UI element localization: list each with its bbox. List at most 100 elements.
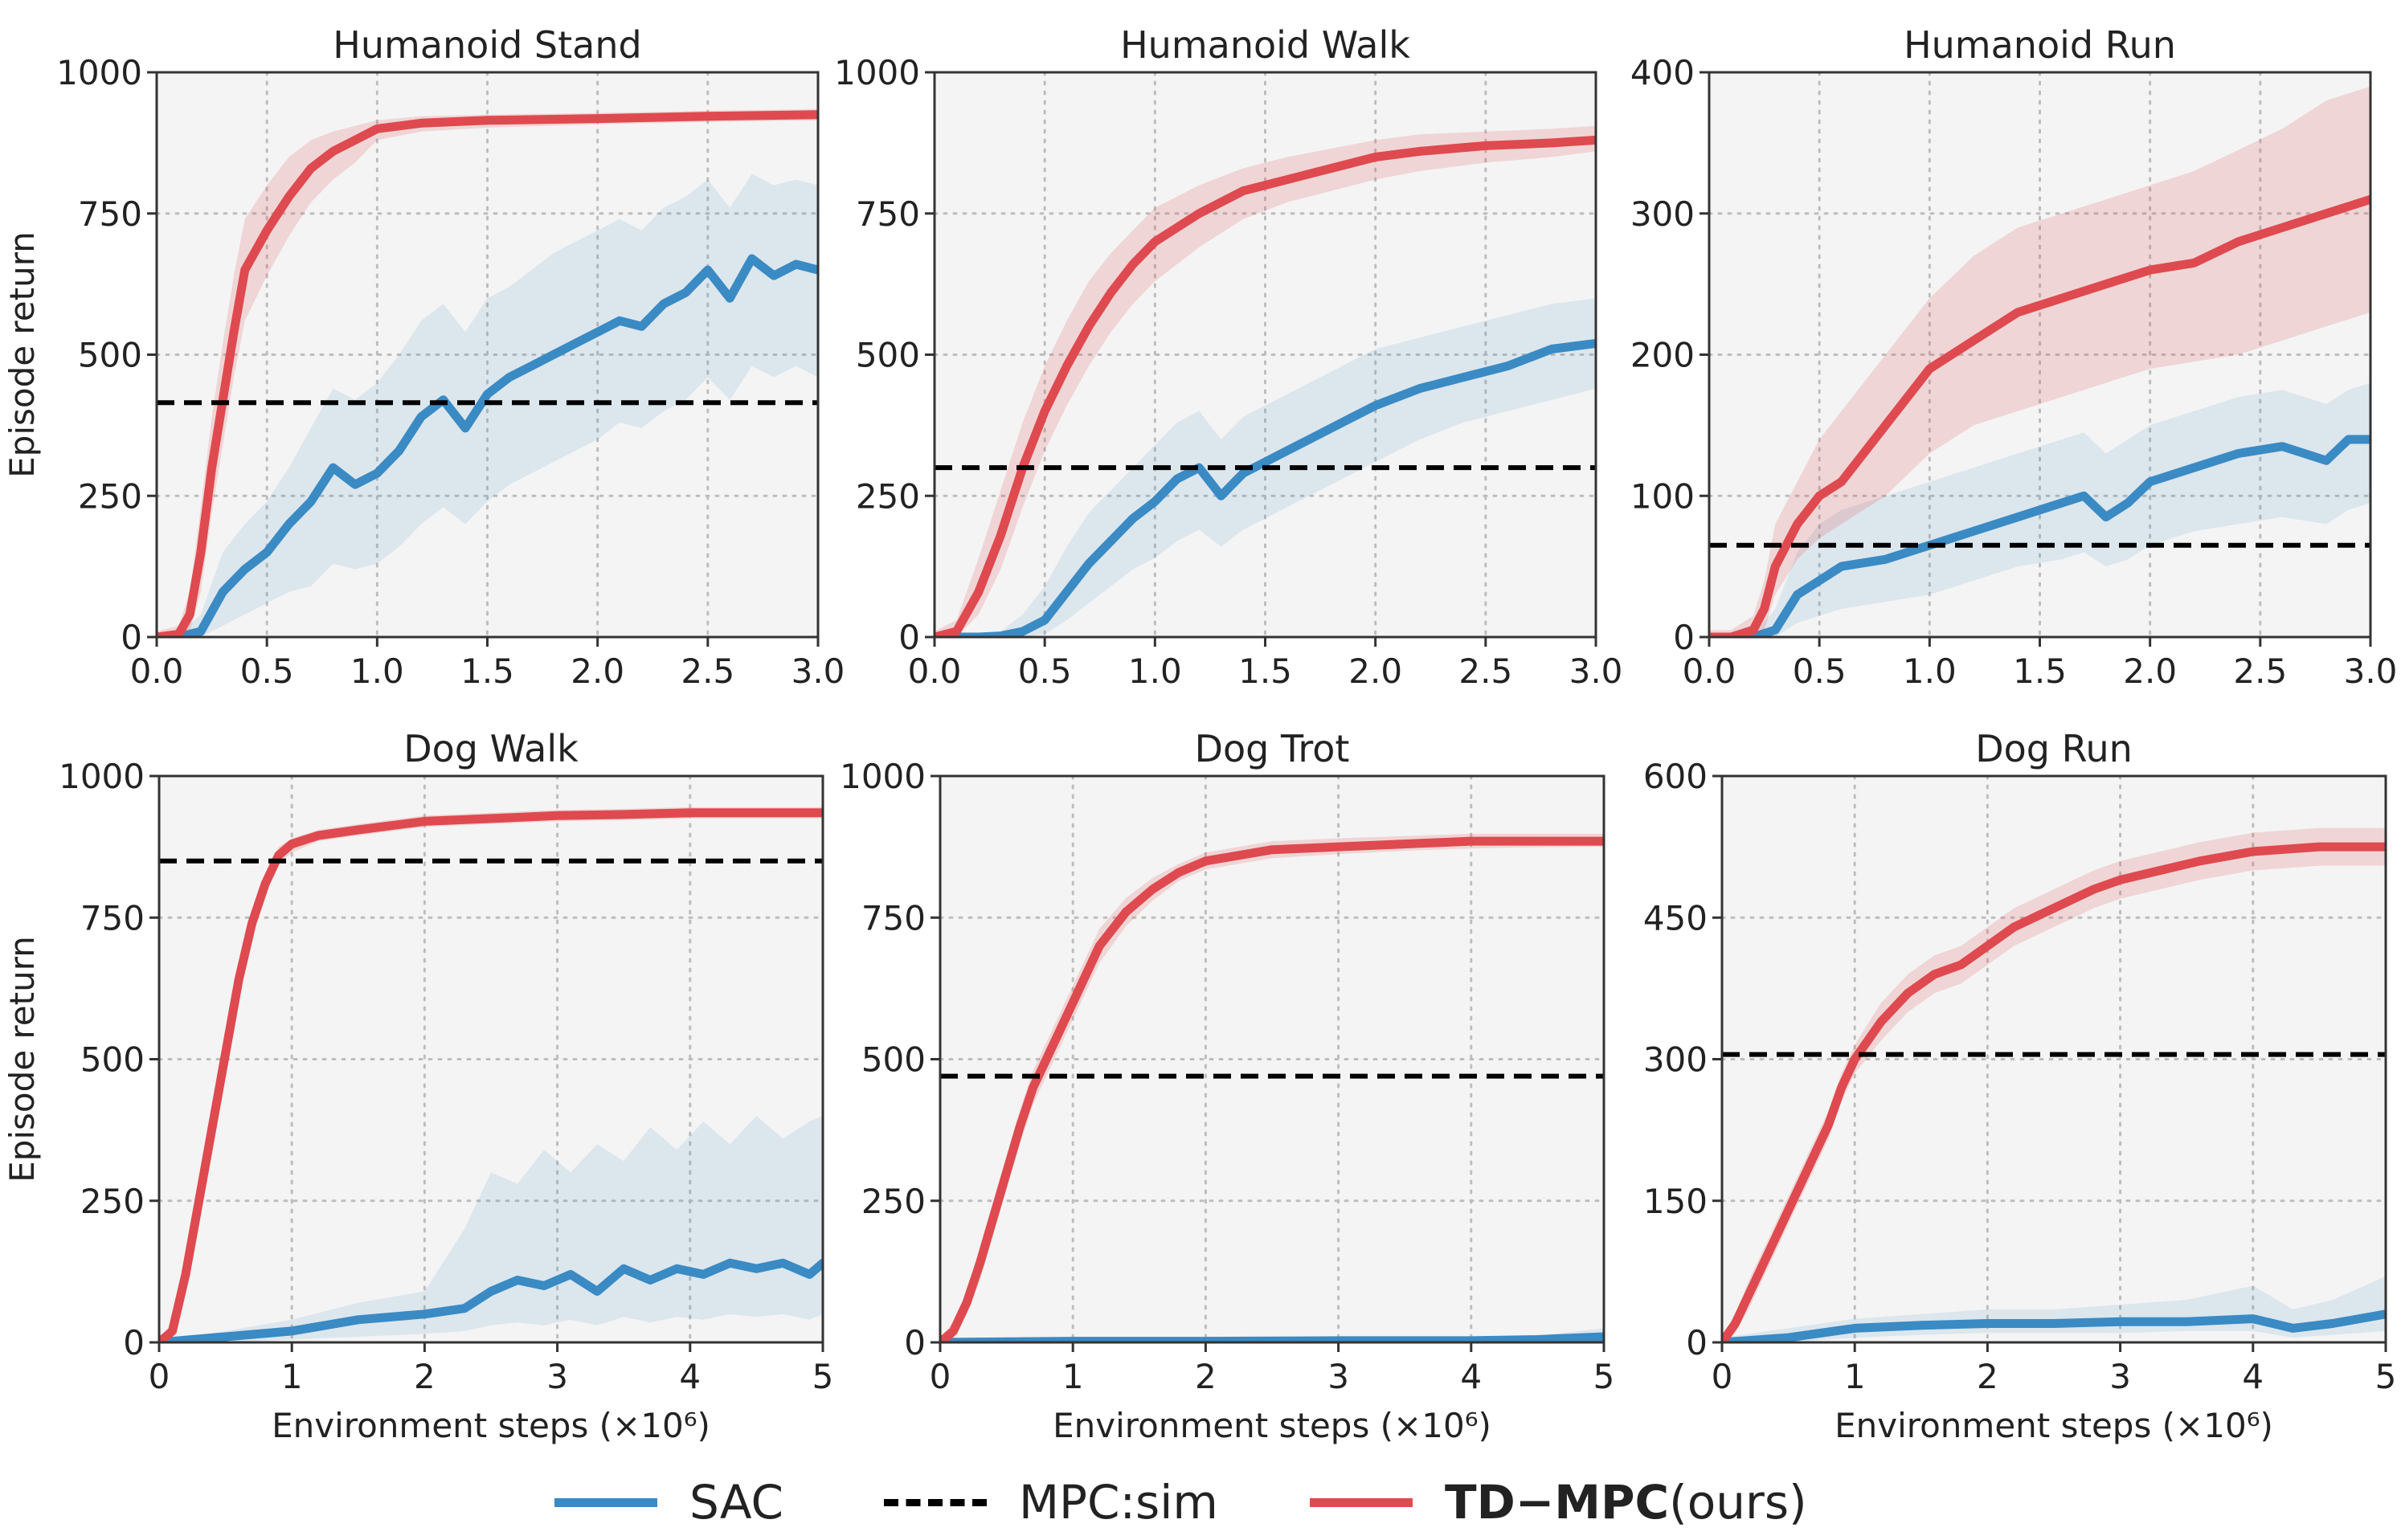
x-tick-label: 3 (2109, 1357, 2131, 1396)
y-tick-label: 500 (78, 336, 142, 375)
x-tick-label: 1 (281, 1357, 303, 1396)
x-tick-label: 2 (1977, 1357, 1998, 1396)
x-tick-label: 3 (546, 1357, 568, 1396)
y-tick-label: 1000 (59, 757, 145, 796)
y-tick-label: 0 (121, 618, 142, 657)
x-tick-label: 5 (812, 1357, 834, 1396)
series-line-td-mpc (1722, 842, 2386, 1342)
legend-swatch-mpc-sim (884, 1498, 987, 1506)
band-td-mpc (1709, 86, 2370, 637)
band-sac (159, 1116, 823, 1342)
x-tick-label: 2.5 (681, 652, 734, 691)
y-tick-label: 500 (856, 336, 920, 375)
x-tick-label: 4 (2242, 1357, 2264, 1396)
x-tick-label: 2.5 (2233, 652, 2287, 691)
plot-area (935, 125, 1596, 637)
x-tick-label: 0.0 (130, 652, 184, 691)
y-tick-label: 200 (1630, 336, 1695, 375)
y-tick-label: 450 (1643, 898, 1708, 937)
x-tick-label: 0.5 (240, 652, 294, 691)
x-tick-label: 0.5 (1018, 652, 1072, 691)
legend-item-mpc-sim: MPC:sim (884, 1470, 1218, 1534)
legend-swatch-td-mpc (1310, 1497, 1413, 1507)
legend: SAC MPC:sim TD−MPC (ours) (0, 1470, 2401, 1534)
x-tick-label: 3.0 (791, 652, 845, 691)
y-tick-label: 400 (1630, 53, 1695, 92)
x-tick-label: 2 (414, 1357, 436, 1396)
band-sac (157, 174, 818, 637)
chart-title: Humanoid Walk (1120, 23, 1410, 67)
x-tick-label: 2 (1195, 1357, 1217, 1396)
figure: 0.0 0.5 1.0 1.5 2.0 2.5 3.002505007501000Human… (2, 23, 2398, 1445)
x-tick-label: 3 (1327, 1357, 1349, 1396)
y-tick-label: 250 (861, 1182, 926, 1221)
series-line-td-mpc (935, 135, 1596, 637)
x-tick-label: 1.0 (350, 652, 404, 691)
x-tick-label: 5 (1593, 1357, 1615, 1396)
y-tick-label: 250 (856, 476, 920, 516)
legend-label-mpc-sim: MPC:sim (1019, 1475, 1218, 1530)
plot-area (159, 807, 823, 1342)
y-tick-label: 0 (898, 618, 920, 657)
y-tick-label: 500 (861, 1040, 926, 1080)
y-tick-label: 1000 (834, 53, 920, 92)
y-tick-label: 750 (78, 194, 142, 234)
y-tick-label: 750 (861, 898, 926, 937)
y-tick-label: 300 (1630, 194, 1695, 234)
x-tick-label: 1.5 (1238, 652, 1292, 691)
series-line-sac (1709, 435, 2370, 637)
x-tick-label: 3.0 (1569, 652, 1623, 691)
chart-title: Humanoid Run (1904, 23, 2176, 67)
panel-1: 0.0 0.5 1.0 1.5 2.0 2.5 3.0 0 250 500 750 1000 Human… (834, 23, 1622, 691)
y-tick-label: 600 (1643, 757, 1708, 796)
y-tick-label: 100 (1630, 476, 1695, 516)
y-tick-label: 150 (1643, 1182, 1708, 1221)
x-tick-label: 2.0 (2123, 652, 2177, 691)
y-tick-label: 1000 (56, 53, 142, 92)
x-axis-label: Environment steps (×10⁶) (1834, 1406, 2273, 1445)
chart-title: Dog Walk (403, 727, 579, 770)
plot-area (157, 108, 818, 637)
series-line-sac (935, 338, 1596, 637)
x-tick-label: 0.5 (1793, 652, 1847, 691)
x-tick-label: 0.0 (1683, 652, 1736, 691)
series-line-sac (159, 1258, 823, 1342)
series-line-td-mpc (1709, 194, 2370, 637)
x-tick-label: 2.5 (1458, 652, 1512, 691)
x-tick-label: 1.0 (1903, 652, 1957, 691)
legend-label-td-mpc-suffix: (ours) (1669, 1475, 1807, 1530)
y-tick-label: 0 (1673, 618, 1695, 657)
x-tick-label: 0 (149, 1357, 170, 1396)
legend-label-td-mpc: TD−MPC (1445, 1475, 1670, 1530)
legend-item-sac: SAC (554, 1470, 783, 1534)
y-tick-label: 250 (78, 476, 142, 516)
series-line-td-mpc (159, 808, 823, 1342)
x-axis-label: Environment steps (×10⁶) (1053, 1406, 1491, 1445)
x-tick-label: 4 (1460, 1357, 1482, 1396)
x-tick-label: 2.0 (571, 652, 624, 691)
series-line-td-mpc (940, 836, 1604, 1342)
x-tick-label: 0 (930, 1357, 951, 1396)
y-axis-label: Episode return (2, 936, 42, 1183)
y-tick-label: 250 (80, 1182, 145, 1221)
x-tick-label: 2.0 (1348, 652, 1402, 691)
chart-title: Dog Trot (1195, 727, 1350, 770)
legend-item-td-mpc: TD−MPC (ours) (1310, 1470, 1807, 1534)
x-tick-label: 1.5 (2013, 652, 2067, 691)
legend-label-sac: SAC (689, 1475, 784, 1530)
x-axis-label: Environment steps (×10⁶) (272, 1406, 710, 1445)
chart-title: Humanoid Stand (333, 23, 641, 67)
series-line-td-mpc (157, 110, 818, 637)
y-tick-label: 0 (1686, 1323, 1708, 1362)
y-axis-label: Episode return (2, 231, 42, 478)
x-tick-label: 1 (1844, 1357, 1866, 1396)
x-tick-label: 4 (679, 1357, 701, 1396)
x-tick-label: 1 (1062, 1357, 1084, 1396)
y-tick-label: 300 (1643, 1040, 1708, 1080)
series-line-sac (157, 254, 818, 637)
panel-2: 0.0 0.5 1.0 1.5 2.0 2.5 3.0 0 100 200 300 400 Humano… (1630, 23, 2398, 691)
x-tick-label: 3.0 (2344, 652, 2398, 691)
y-tick-label: 750 (80, 898, 145, 937)
y-tick-label: 1000 (840, 757, 926, 796)
plot-area (1709, 86, 2370, 637)
